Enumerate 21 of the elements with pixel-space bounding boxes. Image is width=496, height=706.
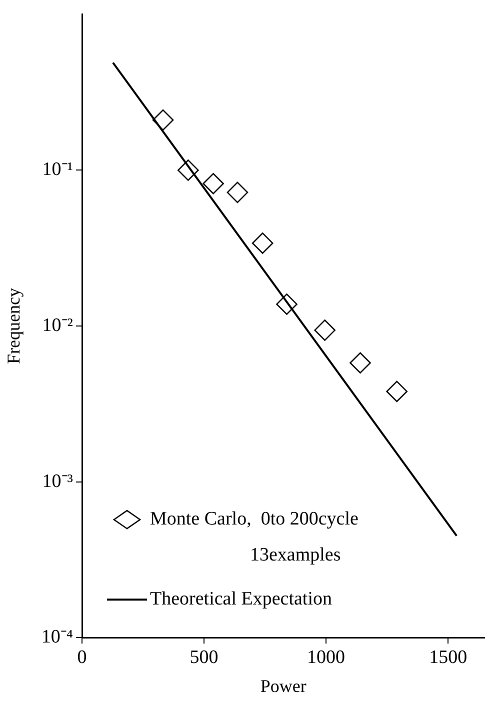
x-tick-label: 500 (190, 646, 218, 668)
point (314, 320, 336, 341)
y-tick-label: 10⁻⁴ (41, 626, 74, 648)
x-axis-title: Power (260, 676, 306, 696)
point (350, 352, 371, 374)
y-axis-title: Frequency (4, 288, 24, 364)
x-tick-label: 1000 (307, 646, 346, 668)
x-tick-label: 0 (77, 646, 87, 668)
point (226, 182, 248, 204)
point (252, 232, 274, 254)
point (276, 294, 298, 315)
legend-label: Monte Carlo, 0to 200cycle 13examples (150, 508, 358, 566)
y-tick-label: 10⁻³ (42, 470, 74, 492)
legend-label: Theoretical Expectation (150, 588, 332, 610)
x-tick-label: 1500 (429, 646, 468, 668)
y-tick-label: 10⁻¹ (42, 159, 74, 180)
point (178, 160, 199, 181)
point (386, 380, 408, 402)
point (152, 109, 174, 131)
point (202, 172, 224, 194)
y-tick-label: 10⁻² (42, 314, 74, 336)
